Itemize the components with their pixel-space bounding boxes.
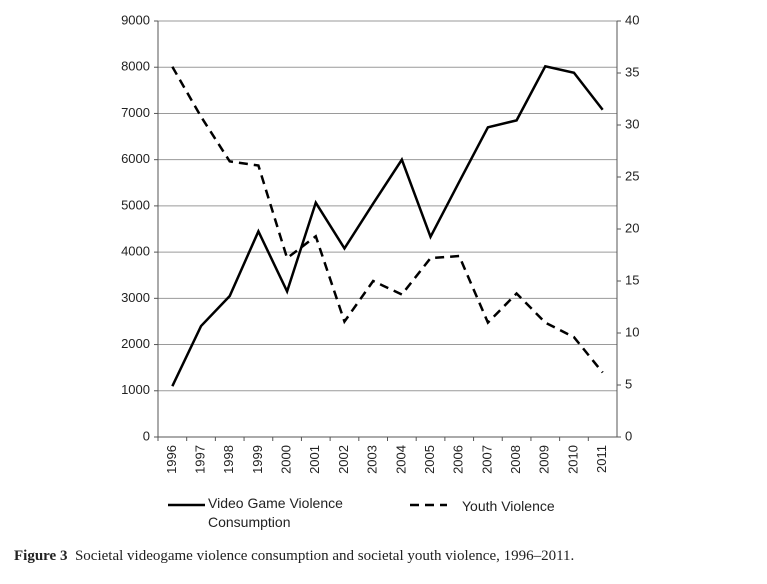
x-tick-label: 2005 bbox=[422, 445, 437, 474]
x-tick-label: 1997 bbox=[192, 445, 207, 474]
x-tick-label: 2004 bbox=[393, 445, 408, 474]
x-tick-label: 2010 bbox=[565, 445, 580, 474]
y-tick-label: 5000 bbox=[121, 197, 150, 212]
y2-tick-label: 40 bbox=[625, 12, 639, 27]
y2-tick-label: 0 bbox=[625, 428, 632, 443]
y-tick-label: 2000 bbox=[121, 336, 150, 351]
legend-label: Youth Violence bbox=[462, 498, 555, 514]
legend-label: Video Game Violence Consumption bbox=[208, 495, 343, 530]
caption-label: Figure 3 bbox=[14, 548, 68, 564]
y-tick-label: 0 bbox=[143, 428, 150, 443]
line bbox=[171, 64, 604, 387]
x-tick-label: 1996 bbox=[164, 445, 179, 474]
chart: 0 1000 2000 3000 4000 5000 6000 7000 8000 9000 0 5 1… bbox=[121, 12, 639, 507]
y-tick-label: 3000 bbox=[121, 290, 150, 305]
y-tick-label: 8000 bbox=[121, 59, 150, 74]
x-tick-label: 2000 bbox=[279, 445, 294, 474]
x-tick-label: 2003 bbox=[365, 445, 380, 474]
y-tick-label: 4000 bbox=[121, 244, 150, 259]
y-tick-label: 9000 bbox=[121, 12, 150, 27]
x-tick-label: 2007 bbox=[479, 445, 494, 474]
x-tick-label: 1999 bbox=[250, 445, 265, 474]
x-tick-label: 2009 bbox=[537, 445, 552, 474]
y-tick-label: 7000 bbox=[121, 105, 150, 120]
y2-tick-label: 30 bbox=[625, 116, 639, 131]
caption-text: Societal videogame violence consumption … bbox=[74, 548, 575, 564]
y2-tick-label: 15 bbox=[625, 272, 639, 287]
y-tick-label: 6000 bbox=[121, 151, 150, 166]
x-tick-label: 2008 bbox=[508, 445, 523, 474]
y2-tick-label: 20 bbox=[625, 220, 639, 235]
x-tick-label: 1998 bbox=[221, 445, 236, 474]
x-tick-label: 2011 bbox=[594, 445, 609, 473]
x-tick-label: 2002 bbox=[336, 445, 351, 474]
y2-tick-label: 25 bbox=[625, 168, 639, 183]
x-tick-label: 2001 bbox=[307, 445, 322, 474]
line bbox=[171, 66, 604, 374]
y2-tick-label: 5 bbox=[625, 376, 632, 391]
caption: Figure 3 Societal videogame violence con… bbox=[14, 548, 574, 565]
x-tick-label: 2006 bbox=[451, 445, 466, 474]
y2-tick-label: 10 bbox=[625, 324, 639, 339]
y-tick-label: 1000 bbox=[121, 382, 150, 397]
y2-tick-label: 35 bbox=[625, 64, 639, 79]
